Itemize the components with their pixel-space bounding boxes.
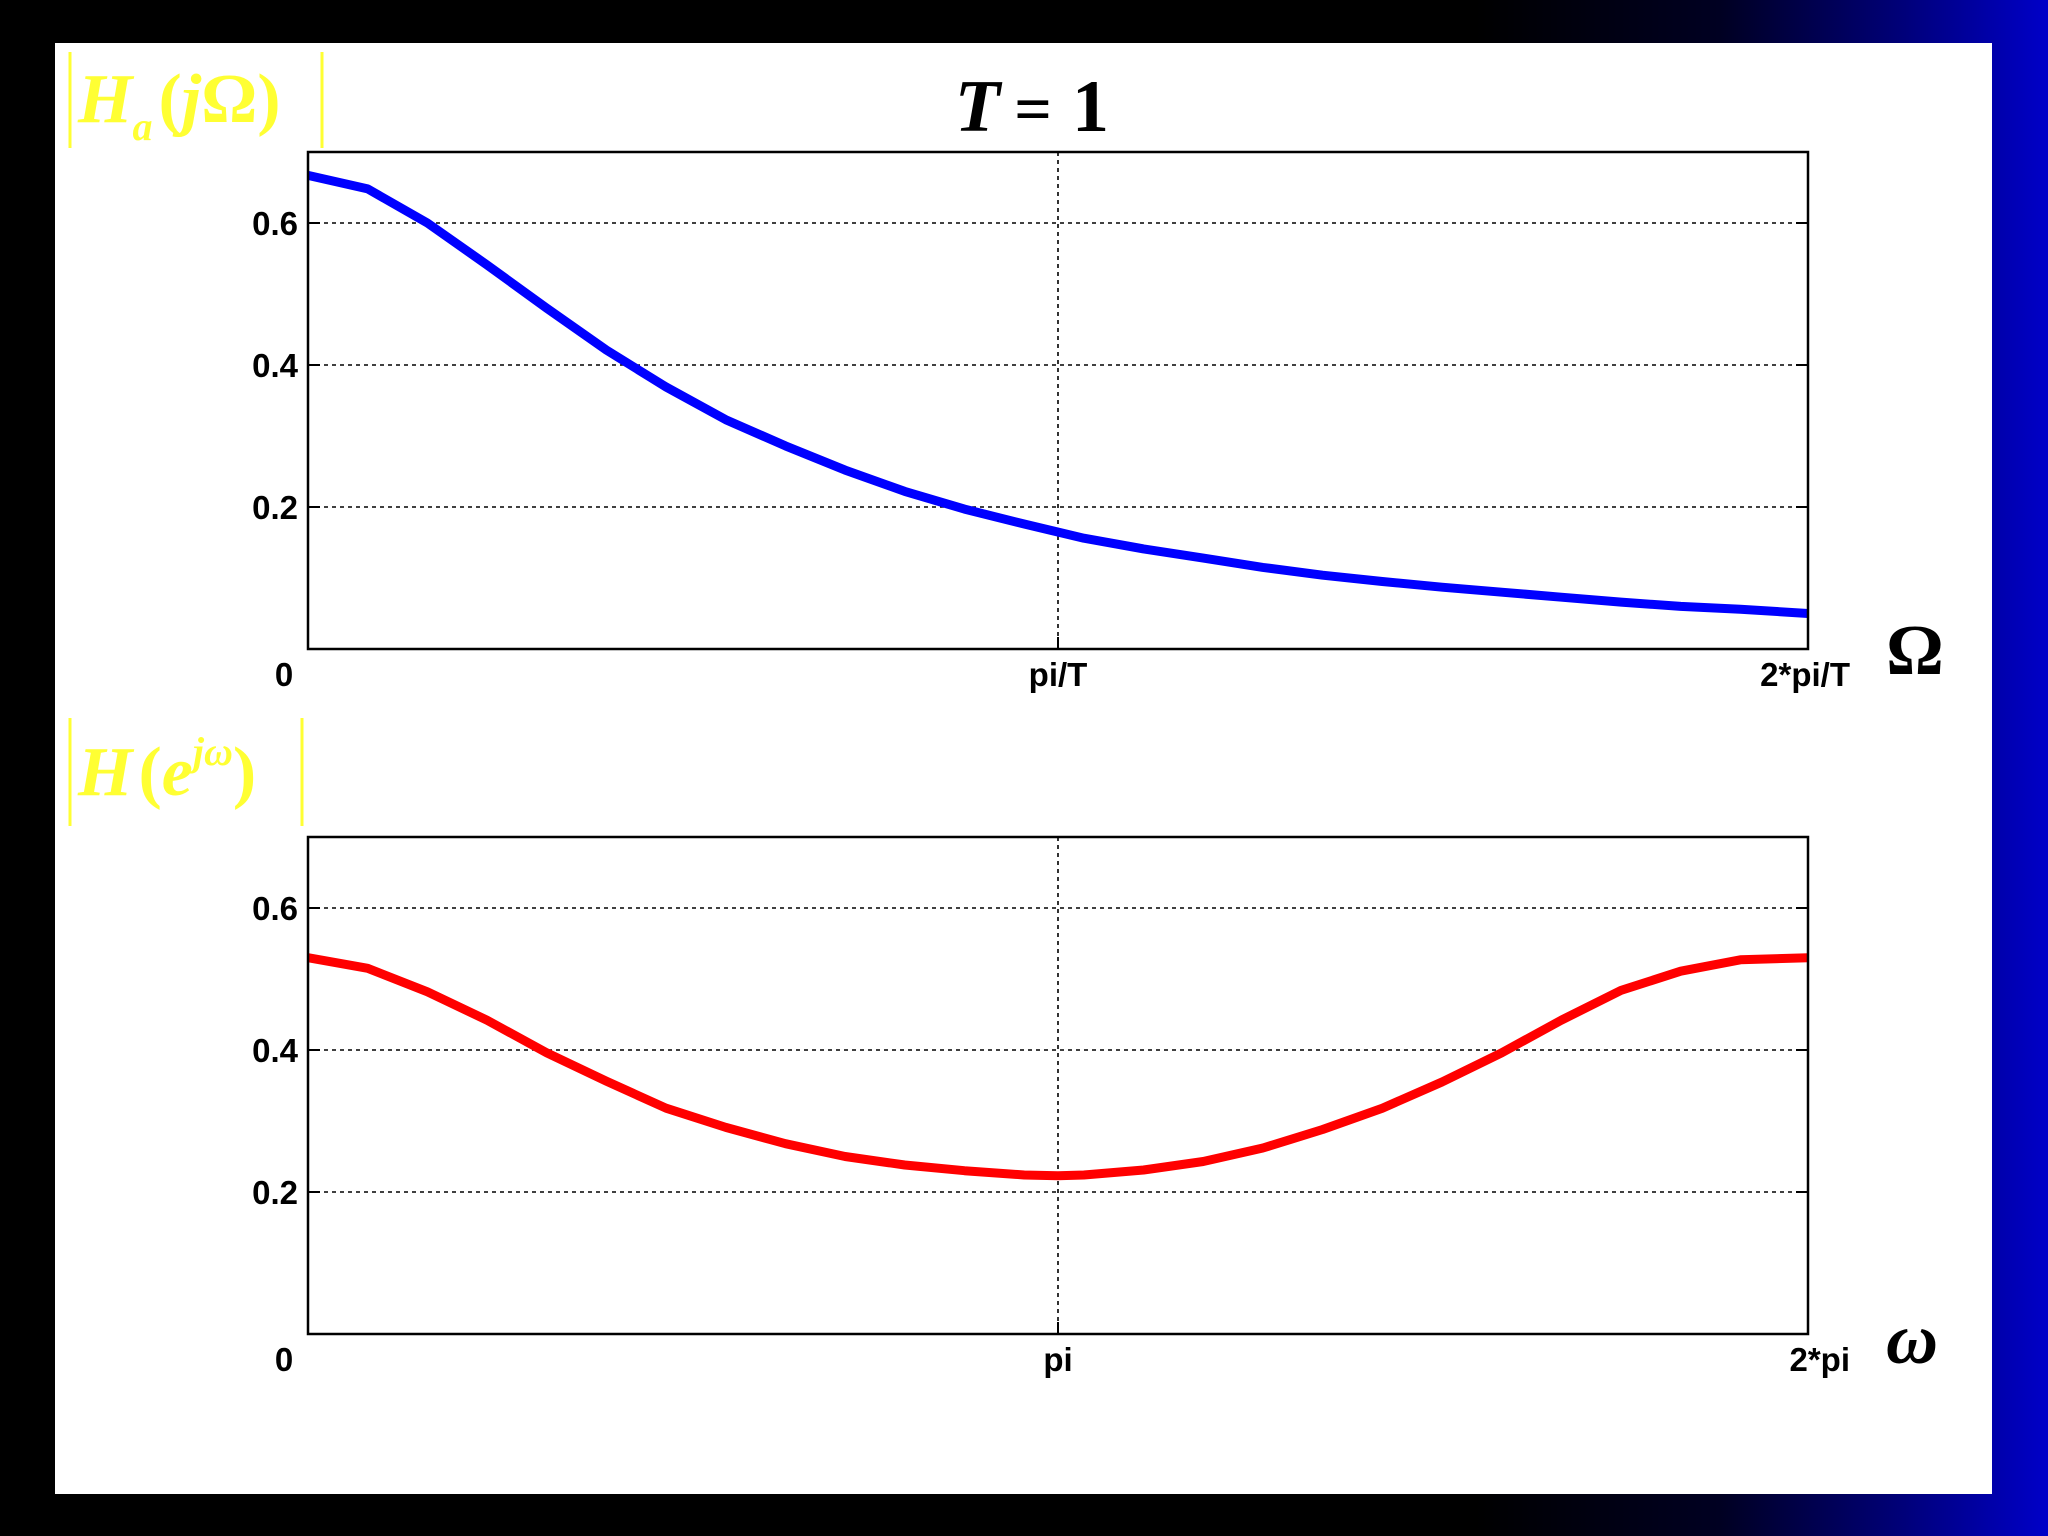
title-equals: = [1014,73,1052,146]
top-series-line-0 [307,171,1809,618]
top-ylabel-close-paren: ) [257,61,280,138]
analog-magnitude-chart: Ha(jΩ) 0.2 0.4 0.6 0 pi/T 2*pi/T Ω [68,52,1944,693]
bottom-ylabel-h: H [77,734,135,811]
bottom-ylabel-open-paren: ( [138,734,161,811]
top-series [307,171,1809,618]
bottom-ylabel-close-paren: ) [233,734,256,811]
top-xtick-label-2: 2*pi/T [1760,656,1850,693]
top-grid [308,152,1808,649]
bottom-x-axis-label: ω [1886,1299,1938,1379]
top-ytick-label-2: 0.6 [252,205,298,242]
title-rhs: 1 [1072,66,1109,148]
bottom-y-label: H(ejω) [68,718,304,826]
top-ylabel-subscript: a [132,104,152,149]
top-x-axis-label: Ω [1886,610,1944,690]
top-ytick-label-0: 0.2 [252,489,298,526]
figure-title: T = 1 [955,66,1109,148]
bottom-xtick-label-2: 2*pi [1789,1341,1850,1378]
bottom-xtick-label-0: 0 [275,1341,293,1378]
top-ticks: 0.2 0.4 0.6 0 pi/T 2*pi/T [252,205,1850,693]
bottom-ylabel-text: H(ejω) [77,729,256,811]
top-ytick-label-1: 0.4 [252,347,299,384]
top-ylabel-h: H [77,61,135,138]
bottom-series [307,953,1809,1181]
digital-magnitude-chart: H(ejω) 0.2 0.4 0.6 0 pi 2*pi ω [68,718,1938,1379]
bottom-ticks: 0.2 0.4 0.6 0 pi 2*pi [252,890,1850,1378]
bottom-ylabel-superscript: jω [187,729,233,774]
bottom-grid [308,837,1808,1334]
top-xtick-label-0: 0 [275,656,293,693]
bottom-series-line-0 [307,953,1809,1181]
bottom-ytick-label-1: 0.4 [252,1032,299,1069]
top-y-label: Ha(jΩ) [68,52,324,149]
top-xtick-label-1: pi/T [1029,656,1088,693]
bottom-ylabel-e: e [162,734,193,811]
bottom-ytick-label-0: 0.2 [252,1174,298,1211]
title-lhs: T [955,66,1003,148]
bottom-ytick-label-2: 0.6 [252,890,298,927]
top-ylabel-omega: Ω [201,61,257,138]
top-ylabel-open-paren: ( [158,61,181,138]
bottom-xtick-label-1: pi [1043,1341,1072,1378]
top-ylabel-text: Ha(jΩ) [77,61,281,149]
slide-panel [55,43,1992,1494]
